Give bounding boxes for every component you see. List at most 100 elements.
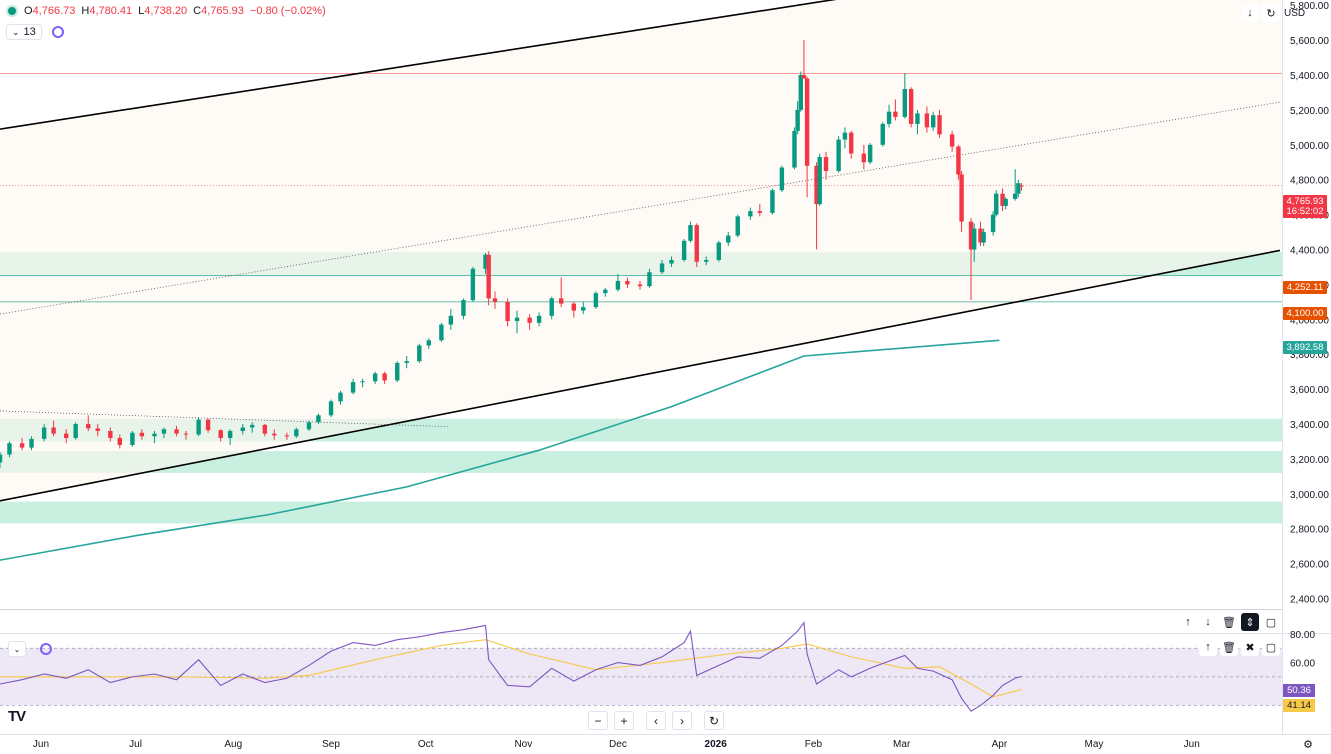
candle-92 bbox=[915, 109, 920, 135]
candle-98 bbox=[959, 171, 964, 233]
expand-icon[interactable]: ▢ bbox=[1262, 613, 1280, 631]
y-tick-label-11: 3,600.00 bbox=[1290, 385, 1329, 396]
channel-fill bbox=[0, 0, 1282, 501]
horizontal-levels bbox=[0, 72, 1282, 303]
candle-7 bbox=[73, 422, 78, 440]
candle-64 bbox=[688, 221, 693, 243]
refresh-icon[interactable]: ↻ bbox=[1262, 4, 1280, 22]
candle-body bbox=[19, 443, 25, 448]
candle-33 bbox=[360, 378, 365, 388]
channel-upper-line bbox=[0, 0, 837, 130]
candle-body bbox=[757, 211, 763, 213]
candle-20 bbox=[218, 429, 223, 442]
candle-body bbox=[29, 438, 34, 448]
x-tick-label-9: Mar bbox=[893, 739, 911, 750]
trash-icon[interactable]: 🗑 bbox=[1220, 638, 1238, 656]
candle-23 bbox=[250, 422, 255, 433]
candle-body bbox=[637, 284, 643, 287]
candle-8 bbox=[86, 415, 91, 432]
channel-area bbox=[0, 0, 1282, 501]
candle-body bbox=[1000, 193, 1005, 206]
candle-body bbox=[205, 419, 211, 431]
x-tick-label-7: 2026 bbox=[705, 739, 728, 750]
candle-body bbox=[372, 373, 378, 382]
candle-58 bbox=[625, 277, 630, 288]
refresh-icon[interactable] bbox=[51, 26, 64, 38]
arrow-up-icon[interactable]: ↑ bbox=[1179, 613, 1197, 631]
candle-body bbox=[681, 240, 687, 261]
candle-50 bbox=[536, 312, 542, 327]
low-value: 4,738.20 bbox=[144, 5, 188, 17]
candle-body bbox=[73, 424, 78, 438]
gear-icon[interactable]: ⚙ bbox=[1299, 735, 1317, 753]
tradingview-logo[interactable]: TV bbox=[8, 708, 26, 725]
candle-body bbox=[603, 289, 608, 294]
candle-body bbox=[549, 298, 554, 316]
refresh-icon[interactable] bbox=[40, 643, 52, 655]
currency-label[interactable]: USD bbox=[1284, 8, 1306, 19]
expand-icon[interactable]: ▢ bbox=[1262, 638, 1280, 656]
chevron-left-icon[interactable]: ‹ bbox=[646, 711, 666, 730]
candle-body bbox=[117, 437, 123, 445]
candle-body bbox=[306, 422, 312, 430]
candle-body bbox=[218, 430, 223, 438]
x-tick-label-12: Jun bbox=[1184, 739, 1200, 750]
y-axis-ticks: 5,800.00 5,600.00 5,400.00 5,200.00 5,000.00… bbox=[1290, 1, 1329, 605]
zoom-in-icon[interactable]: + bbox=[614, 711, 634, 730]
zoom-out-icon[interactable]: − bbox=[588, 711, 608, 730]
candle-1 bbox=[7, 441, 12, 458]
y-tick-label-9: 4,000.00 bbox=[1290, 315, 1329, 326]
candle-body bbox=[95, 428, 100, 432]
arrow-up-icon[interactable]: ↑ bbox=[1199, 638, 1217, 656]
moving-average-line bbox=[0, 339, 1000, 561]
candle-body bbox=[795, 109, 800, 131]
candle-body bbox=[1019, 185, 1024, 187]
y-tick-label-7: 4,400.00 bbox=[1290, 246, 1329, 257]
arrow-down-icon[interactable]: ↓ bbox=[1199, 613, 1217, 631]
candle-59 bbox=[637, 280, 643, 290]
candle-40 bbox=[439, 322, 444, 343]
y-tick-label-2: 5,400.00 bbox=[1290, 71, 1329, 82]
candle-68 bbox=[726, 232, 731, 247]
candle-body bbox=[867, 144, 873, 163]
candle-3 bbox=[29, 436, 34, 451]
candle-30 bbox=[328, 399, 334, 418]
candle-57 bbox=[615, 273, 621, 292]
x-tick-label-0: Jun bbox=[33, 739, 49, 750]
y-tick-label-13: 3,200.00 bbox=[1290, 455, 1329, 466]
candle-87 bbox=[880, 122, 885, 147]
candle-body bbox=[842, 132, 848, 140]
collapse-icon[interactable]: ⇕ bbox=[1241, 613, 1259, 631]
candle-91 bbox=[908, 87, 914, 128]
low-label: L bbox=[138, 5, 145, 17]
candle-body bbox=[51, 427, 56, 434]
y-tick-label-12: 3,400.00 bbox=[1290, 420, 1329, 431]
candle-body bbox=[849, 132, 854, 154]
candlestick-series bbox=[0, 40, 1024, 468]
candle-body bbox=[971, 228, 977, 250]
candle-body bbox=[527, 317, 532, 323]
close-label: C bbox=[193, 5, 202, 17]
candle-106 bbox=[1003, 197, 1008, 210]
candle-body bbox=[439, 324, 444, 341]
countdown-tag: 16:52:02 bbox=[1283, 205, 1327, 218]
candle-body bbox=[7, 443, 12, 455]
channel-lower-line bbox=[0, 249, 1281, 502]
candle-5 bbox=[51, 420, 56, 437]
candle-body bbox=[417, 345, 422, 362]
candle-body bbox=[801, 75, 807, 79]
chevron-down-icon[interactable]: ⌄ bbox=[8, 641, 26, 657]
candle-94 bbox=[931, 111, 936, 131]
chevron-right-icon[interactable]: › bbox=[672, 711, 692, 730]
candle-44 bbox=[483, 253, 488, 274]
candle-79 bbox=[814, 162, 819, 250]
candle-97 bbox=[956, 144, 961, 180]
candle-body bbox=[814, 165, 819, 205]
trash-icon[interactable]: 🗑 bbox=[1220, 613, 1238, 631]
collapse-icon[interactable]: ✖ bbox=[1241, 638, 1259, 656]
indicator-toggle-button[interactable]: ⌄ 13 bbox=[6, 24, 42, 40]
rsi-value-tag: 50.36 bbox=[1283, 684, 1315, 697]
arrow-down-icon[interactable]: ↓ bbox=[1241, 4, 1259, 22]
reset-icon[interactable]: ↻ bbox=[704, 711, 724, 730]
